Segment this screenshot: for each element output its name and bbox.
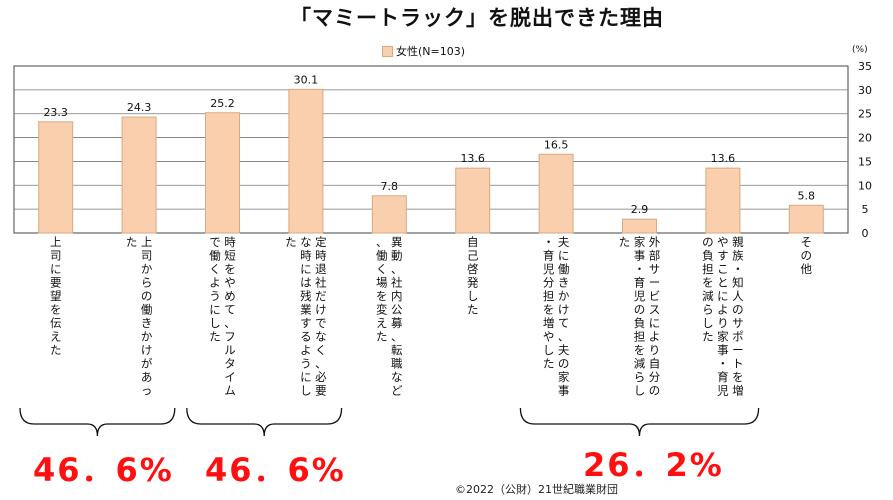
legend-swatch (382, 45, 393, 57)
y-tick-label: 20 (858, 132, 872, 145)
category-label: 自己啓発した (467, 235, 479, 317)
group-summary-1: 46．6% (33, 451, 174, 489)
plot-frame (13, 65, 849, 234)
copyright: ©2022（公財）21世紀職業財団 (455, 483, 618, 496)
data-label: 23.3 (43, 106, 68, 119)
y-tick-label: 25 (858, 108, 872, 121)
category-label: 上司からの働きかけがあった (126, 235, 153, 398)
bar (371, 195, 407, 234)
chart-title: 「マミートラック」を脱出できた理由 (290, 6, 664, 30)
category-label: その他 (801, 235, 813, 276)
bar (705, 167, 741, 234)
data-label: 7.8 (381, 180, 399, 193)
data-label: 2.9 (631, 203, 649, 216)
y-tick-label: 35 (858, 60, 872, 73)
bar (788, 204, 824, 234)
y-tick-label: 10 (858, 179, 872, 192)
category-label: 外部サービスにより自分の家事・育児の負担を減らした (619, 235, 661, 398)
bar (38, 121, 74, 234)
bar (121, 116, 157, 234)
y-unit-label: (%) (852, 45, 868, 55)
data-label: 13.6 (460, 152, 485, 165)
y-tick-label: 30 (858, 84, 872, 97)
group-summary-2: 46．6% (205, 451, 346, 489)
group-bracket (186, 407, 343, 437)
data-label: 16.5 (544, 138, 569, 151)
category-label: 上司に要望を伝えた (50, 235, 62, 357)
bar (455, 167, 491, 234)
legend-label: 女性(N=103) (396, 45, 466, 58)
group-summary-3: 26．2% (583, 446, 724, 484)
bar (622, 218, 657, 234)
category-label: 定時退社だけでなく、必要な時には残業するようにした (285, 235, 327, 398)
category-label: 時短をやめて、フルタイムで働くようにした (209, 235, 236, 398)
data-label: 5.8 (798, 189, 816, 202)
category-label: 親族・知人のサポートを増やすことにより家事・育児の負担を減らした (702, 235, 744, 398)
data-label: 30.1 (294, 73, 319, 86)
y-tick-label: 15 (858, 155, 872, 168)
y-tick-label: 0 (862, 227, 869, 240)
data-label: 25.2 (210, 97, 235, 110)
legend: 女性(N=103) (382, 43, 465, 59)
group-bracket (19, 407, 176, 437)
group-bracket (519, 407, 760, 437)
category-label: 異動、社内公募、転職など、働く場を変えた (376, 235, 403, 398)
bar (538, 153, 574, 234)
category-label: 夫に働きかけて、夫の家事・育児分担を増やした (543, 235, 570, 398)
data-label: 24.3 (127, 101, 152, 114)
bar-chart: 0 5 10 15 20 25 30 35 (%) 23.3 上司に要望を伝えた 24.3 上司からの働… (13, 45, 872, 437)
y-tick-label: 5 (862, 203, 869, 216)
bar (288, 88, 324, 234)
bar (205, 112, 240, 234)
data-label: 13.6 (711, 152, 736, 165)
